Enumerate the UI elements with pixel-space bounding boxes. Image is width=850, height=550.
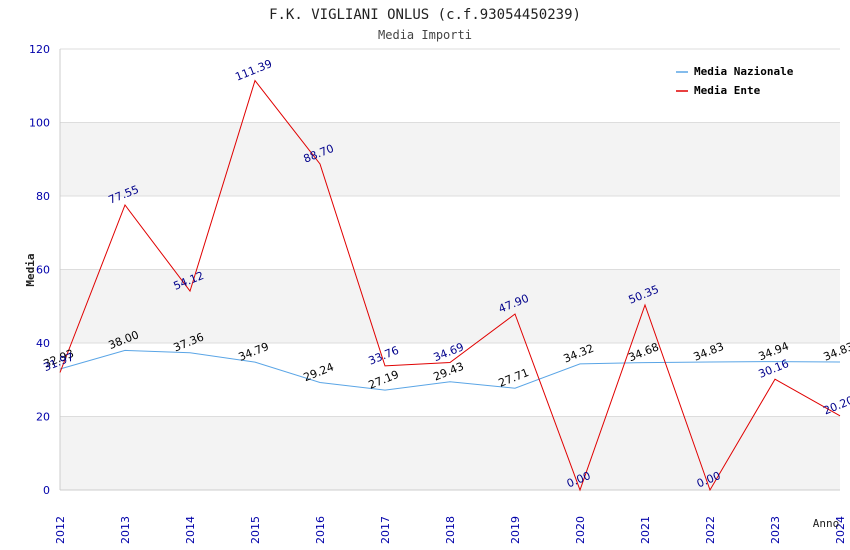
legend-label-media-nazionale: Media Nazionale <box>694 65 794 78</box>
x-tick-label: 2012 <box>54 516 67 544</box>
chart-subtitle: Media Importi <box>378 28 472 42</box>
x-tick-label: 2021 <box>639 516 652 544</box>
legend: Media Nazionale Media Ente <box>670 60 810 101</box>
y-tick-label: 80 <box>36 190 50 203</box>
legend-box <box>670 60 810 101</box>
plot-band <box>60 269 840 343</box>
series-line-media-ente <box>59 79 841 492</box>
x-tick-label: 2018 <box>444 516 457 544</box>
legend-label-media-ente: Media Ente <box>694 84 761 97</box>
x-tick-labels: 2012 2013 2014 2015 2016 2017 2018 2019 2020 2021… <box>54 516 847 544</box>
x-tick-label: 2017 <box>379 516 392 544</box>
y-axis-label: Media <box>24 253 37 286</box>
plot-band <box>60 196 840 270</box>
x-tick-label: 2019 <box>509 516 522 544</box>
y-tick-label: 40 <box>36 337 50 350</box>
x-tick-label: 2023 <box>769 516 782 544</box>
x-tick-label: 2024 <box>834 516 847 544</box>
y-tick-label: 20 <box>36 411 50 424</box>
y-tick-label: 120 <box>29 43 50 56</box>
chart-title: F.K. VIGLIANI ONLUS (c.f.93054450239) <box>269 7 581 23</box>
x-tick-label: 2014 <box>184 516 197 544</box>
x-tick-label: 2022 <box>704 516 717 544</box>
series-lines <box>59 79 841 492</box>
x-tick-label: 2016 <box>314 516 327 544</box>
y-tick-label: 0 <box>43 484 50 497</box>
plot-band <box>60 416 840 490</box>
plot-band <box>60 343 840 417</box>
y-tick-label: 100 <box>29 117 50 130</box>
plot-band <box>60 122 840 196</box>
x-tick-label: 2015 <box>249 516 262 544</box>
series-line-media-nazionale <box>59 349 841 391</box>
y-tick-label: 60 <box>36 264 50 277</box>
x-tick-label: 2020 <box>574 516 587 544</box>
y-tick-labels: 0 20 40 60 80 100 120 <box>29 43 50 497</box>
x-axis-label: Anno <box>813 517 840 530</box>
x-tick-label: 2013 <box>119 516 132 544</box>
